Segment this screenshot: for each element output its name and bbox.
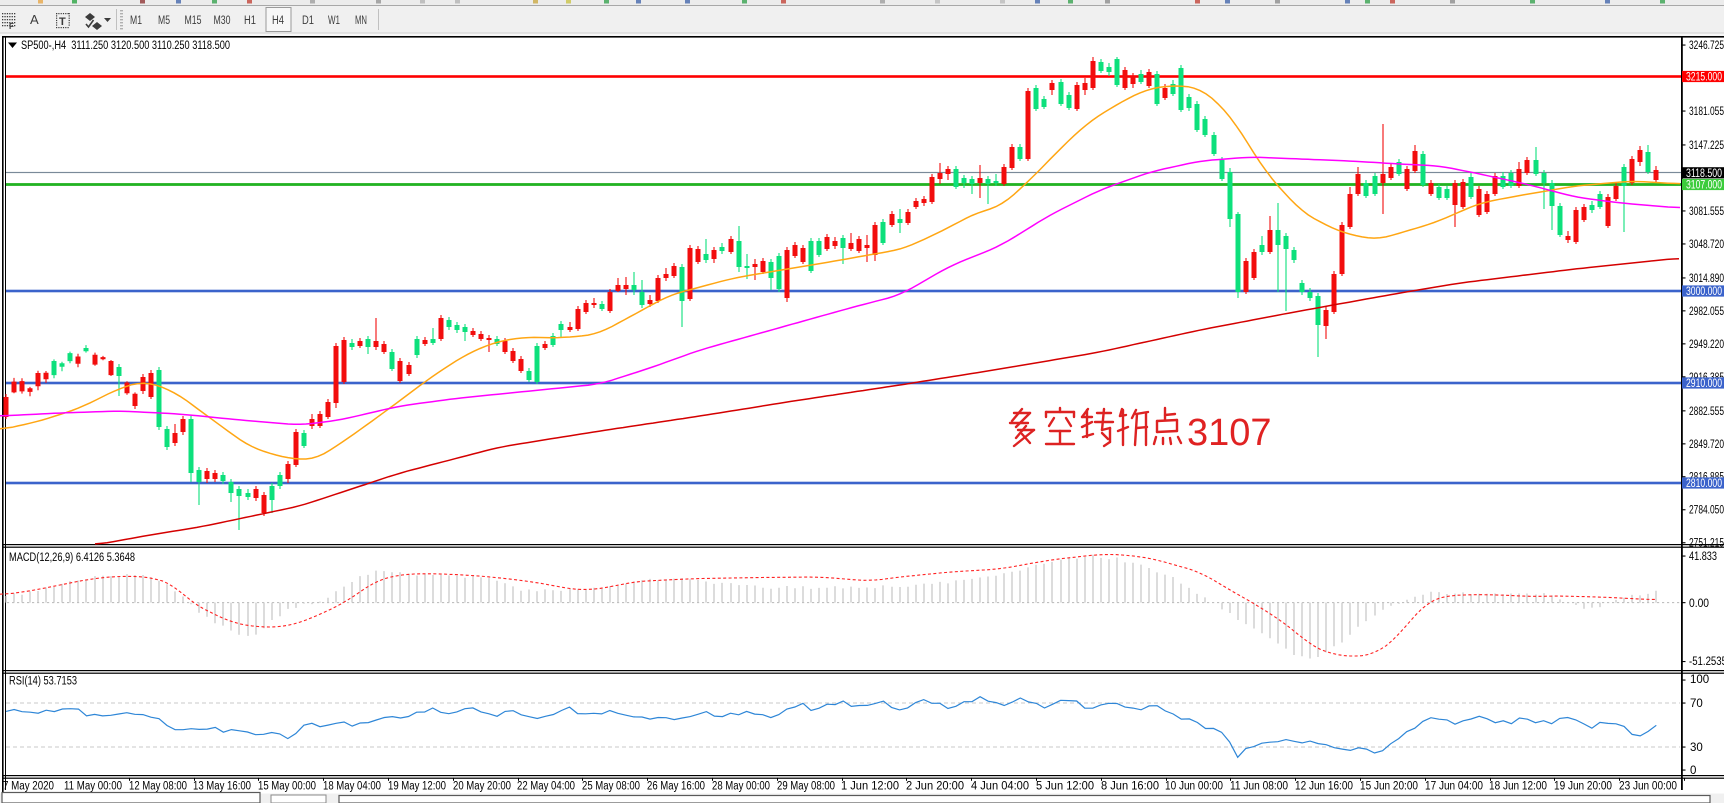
svg-text:MN: MN	[355, 15, 367, 27]
svg-text:2910.000: 2910.000	[1686, 378, 1722, 390]
svg-text:15 Jun 20:00: 15 Jun 20:00	[1360, 781, 1418, 793]
svg-text:70: 70	[1690, 698, 1703, 710]
svg-text:25 May 08:00: 25 May 08:00	[582, 781, 640, 793]
svg-text:M1: M1	[130, 15, 142, 27]
svg-text:22 May 04:00: 22 May 04:00	[517, 781, 575, 793]
svg-text:3215.000: 3215.000	[1686, 72, 1722, 84]
svg-text:15 May 00:00: 15 May 00:00	[258, 781, 316, 793]
svg-text:19 Jun 20:00: 19 Jun 20:00	[1554, 781, 1612, 793]
svg-text:3048.720: 3048.720	[1689, 239, 1724, 251]
svg-text:3118.500: 3118.500	[1686, 168, 1722, 180]
svg-text:4 Jun 04:00: 4 Jun 04:00	[971, 781, 1029, 793]
svg-text:17 Jun 04:00: 17 Jun 04:00	[1425, 781, 1483, 793]
svg-text:H4: H4	[272, 15, 284, 27]
svg-text:-51.2535: -51.2535	[1689, 656, 1724, 668]
svg-text:8 Jun 16:00: 8 Jun 16:00	[1101, 781, 1159, 793]
svg-text:3107: 3107	[1187, 412, 1272, 454]
svg-text:H1: H1	[244, 15, 256, 27]
svg-text:RSI(14) 53.7153: RSI(14) 53.7153	[9, 676, 77, 688]
svg-text:3147.225: 3147.225	[1689, 140, 1724, 152]
svg-text:2784.050: 2784.050	[1689, 505, 1724, 517]
svg-text:3000.000: 3000.000	[1686, 286, 1722, 298]
svg-text:D1: D1	[302, 15, 314, 27]
svg-text:3246.725: 3246.725	[1689, 40, 1724, 52]
svg-text:2810.000: 2810.000	[1686, 478, 1722, 490]
svg-text:SP500-,H4 3111.250 3120.500 3: SP500-,H4 3111.250 3120.500 3110.250 311…	[21, 40, 230, 52]
svg-text:0: 0	[1690, 765, 1696, 777]
svg-text:11 May 00:00: 11 May 00:00	[64, 781, 122, 793]
svg-text:13 May 16:00: 13 May 16:00	[193, 781, 251, 793]
svg-text:19 May 12:00: 19 May 12:00	[388, 781, 446, 793]
svg-text:F: F	[9, 22, 14, 31]
svg-text:28 May 00:00: 28 May 00:00	[712, 781, 770, 793]
svg-text:2982.055: 2982.055	[1689, 306, 1724, 318]
svg-text:12 May 08:00: 12 May 08:00	[129, 781, 187, 793]
svg-text:23 Jun 00:00: 23 Jun 00:00	[1619, 781, 1677, 793]
svg-text:100: 100	[1690, 674, 1709, 686]
svg-text:2849.720: 2849.720	[1689, 439, 1724, 451]
svg-text:2949.220: 2949.220	[1689, 339, 1724, 351]
svg-text:T: T	[59, 16, 66, 28]
svg-text:A: A	[30, 12, 39, 27]
svg-text:29 May 08:00: 29 May 08:00	[777, 781, 835, 793]
svg-text:0.00: 0.00	[1689, 598, 1709, 610]
svg-text:3107.000: 3107.000	[1686, 180, 1722, 192]
svg-text:18 Jun 12:00: 18 Jun 12:00	[1489, 781, 1547, 793]
svg-text:3081.555: 3081.555	[1689, 206, 1724, 218]
svg-text:2 Jun 20:00: 2 Jun 20:00	[906, 781, 964, 793]
svg-text:2882.555: 2882.555	[1689, 406, 1724, 418]
svg-text:41.833: 41.833	[1689, 551, 1717, 563]
svg-text:M15: M15	[185, 15, 202, 27]
svg-text:7 May 2020: 7 May 2020	[3, 781, 54, 793]
svg-text:26 May 16:00: 26 May 16:00	[647, 781, 705, 793]
svg-text:M5: M5	[158, 15, 170, 27]
svg-text:MACD(12,26,9) 6.4126 5.3648: MACD(12,26,9) 6.4126 5.3648	[9, 552, 135, 564]
svg-text:5 Jun 12:00: 5 Jun 12:00	[1036, 781, 1094, 793]
svg-text:1 Jun 12:00: 1 Jun 12:00	[841, 781, 899, 793]
svg-text:2751.215: 2751.215	[1689, 538, 1724, 550]
svg-text:M30: M30	[214, 15, 231, 27]
svg-text:30: 30	[1690, 742, 1703, 754]
svg-text:20 May 20:00: 20 May 20:00	[453, 781, 511, 793]
svg-text:11 Jun 08:00: 11 Jun 08:00	[1230, 781, 1288, 793]
svg-text:10 Jun 00:00: 10 Jun 00:00	[1165, 781, 1223, 793]
svg-text:18 May 04:00: 18 May 04:00	[323, 781, 381, 793]
svg-text:3181.055: 3181.055	[1689, 106, 1724, 118]
svg-text:3014.890: 3014.890	[1689, 273, 1724, 285]
svg-text:12 Jun 16:00: 12 Jun 16:00	[1295, 781, 1353, 793]
svg-text:W1: W1	[328, 15, 340, 27]
